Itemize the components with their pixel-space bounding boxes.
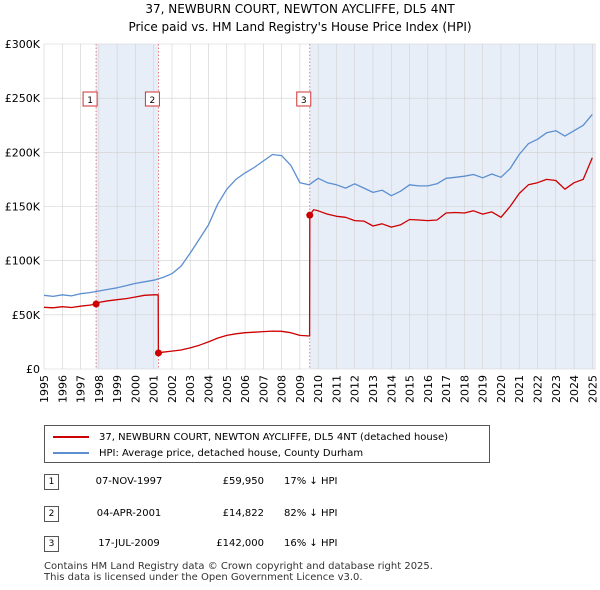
x-tick-label: 2011 xyxy=(330,375,343,403)
sale-label-box: 2 xyxy=(144,91,160,107)
sale-number-badge: 3 xyxy=(44,536,59,552)
x-tick-label: 2008 xyxy=(276,375,289,403)
x-tick-label: 2010 xyxy=(312,375,325,403)
sale-label-border xyxy=(296,91,312,107)
x-tick-label: 2023 xyxy=(550,375,563,403)
sale-price: £59,950 xyxy=(222,476,264,487)
x-tick-label: 2013 xyxy=(367,375,380,403)
x-tick-label: 2001 xyxy=(148,375,161,403)
sale-date: 04-APR-2001 xyxy=(96,508,162,519)
sale-hpi-diff: 17% ↓ HPI xyxy=(284,476,338,487)
x-tick-label: 2015 xyxy=(404,375,417,403)
x-tick-label: 2003 xyxy=(184,375,197,403)
sale-hpi-diff: 16% ↓ HPI xyxy=(284,538,338,549)
x-tick-label: 2006 xyxy=(239,375,252,403)
legend-item-property: 37, NEWBURN COURT, NEWTON AYCLIFFE, DL5 … xyxy=(53,429,448,445)
x-tick-label: 2000 xyxy=(129,375,142,403)
x-tick-label: 1996 xyxy=(56,375,69,403)
sale-point xyxy=(92,300,100,308)
x-tick-label: 1997 xyxy=(75,375,88,403)
legend-label-property: 37, NEWBURN COURT, NEWTON AYCLIFFE, DL5 … xyxy=(99,431,449,443)
x-tick-label: 2012 xyxy=(349,375,362,403)
legend-label-hpi: HPI: Average price, detached house, Coun… xyxy=(99,447,364,459)
x-tick-label: 2017 xyxy=(440,375,453,403)
legend: 37, NEWBURN COURT, NEWTON AYCLIFFE, DL5 … xyxy=(44,425,490,463)
legend-item-hpi: HPI: Average price, detached house, Coun… xyxy=(53,445,363,461)
y-tick-label: £200K xyxy=(5,146,41,159)
sale-hpi-diff: 82% ↓ HPI xyxy=(284,508,338,519)
sale-row: 3 17-JUL-2009 £142,000 16% ↓ HPI xyxy=(44,536,464,556)
x-tick-label: 2005 xyxy=(221,375,234,403)
property-price-line xyxy=(43,157,593,354)
footer-copyright: Contains HM Land Registry data © Crown c… xyxy=(44,561,433,572)
sale-label-border xyxy=(82,91,98,107)
sale-number-badge: 2 xyxy=(44,506,59,522)
y-tick-label: £250K xyxy=(5,92,41,105)
sale-label-box: 1 xyxy=(82,91,98,107)
x-tick-label: 2021 xyxy=(513,375,526,403)
sale-label-box: 3 xyxy=(296,91,312,107)
y-tick-label: £300K xyxy=(5,38,41,51)
x-tick-label: 2014 xyxy=(385,375,398,403)
y-tick-label: £50K xyxy=(12,309,41,322)
sale-price: £14,822 xyxy=(222,508,264,519)
sale-label-text: 3 xyxy=(301,96,307,106)
legend-swatch-property xyxy=(53,436,89,438)
x-tick-label: 2025 xyxy=(586,375,599,403)
x-tick-label: 2022 xyxy=(532,375,545,403)
x-tick-label: 2016 xyxy=(422,375,435,403)
x-tick-label: 2002 xyxy=(166,375,179,403)
y-tick-label: £0 xyxy=(26,363,40,376)
sale-date: 07-NOV-1997 xyxy=(95,476,163,487)
x-tick-label: 2004 xyxy=(203,375,216,403)
hpi-line xyxy=(43,113,593,298)
x-tick-label: 2007 xyxy=(257,375,270,403)
x-tick-label: 2020 xyxy=(495,375,508,403)
chart-title: 37, NEWBURN COURT, NEWTON AYCLIFFE, DL5 … xyxy=(145,2,455,16)
sale-label-text: 2 xyxy=(150,96,156,106)
sale-point xyxy=(154,349,162,357)
x-tick-label: 2009 xyxy=(294,375,307,403)
x-tick-label: 2018 xyxy=(458,375,471,403)
chart-subtitle: Price paid vs. HM Land Registry's House … xyxy=(128,20,472,34)
price-chart: 1 2 3 £0 £50K £100K £150K £200K £250K £300K 1995 1… xyxy=(5,38,600,403)
y-tick-label: £150K xyxy=(5,201,41,214)
legend-swatch-hpi xyxy=(53,452,89,454)
sale-row: 1 07-NOV-1997 £59,950 17% ↓ HPI xyxy=(44,474,464,494)
x-tick-label: 1999 xyxy=(111,375,124,403)
sale-number-badge: 1 xyxy=(44,474,59,490)
x-tick-label: 2024 xyxy=(568,375,581,403)
sale-label-border xyxy=(144,91,160,107)
x-tick-label: 1995 xyxy=(38,375,51,403)
x-tick-label: 1998 xyxy=(93,375,106,403)
footer: Contains HM Land Registry data © Crown c… xyxy=(44,561,433,583)
sale-row: 2 04-APR-2001 £14,822 82% ↓ HPI xyxy=(44,506,464,526)
x-tick-label: 2019 xyxy=(477,375,490,403)
sale-label-text: 1 xyxy=(87,96,93,106)
y-tick-label: £100K xyxy=(5,255,41,268)
sale-price: £142,000 xyxy=(216,538,264,549)
sale-date: 17-JUL-2009 xyxy=(98,538,160,549)
sale-point xyxy=(306,211,314,219)
footer-licence: This data is licensed under the Open Gov… xyxy=(44,572,363,583)
